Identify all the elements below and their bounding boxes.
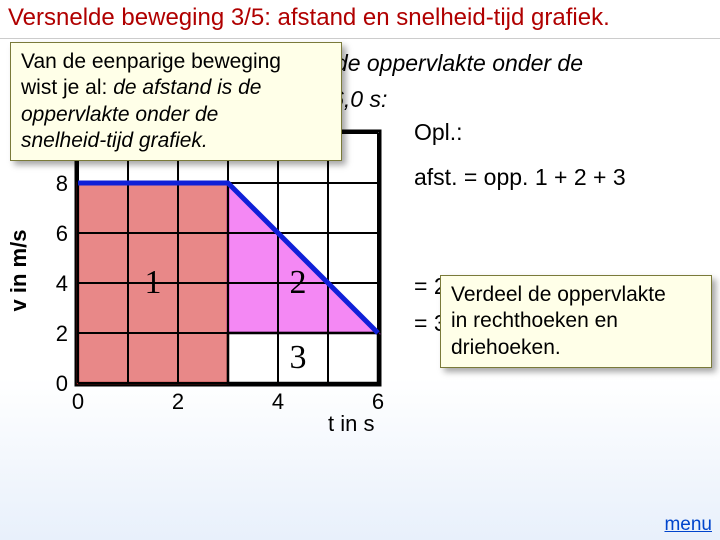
chart-area: 12302468100246t in sv in m/s: [6, 119, 406, 449]
svg-text:2: 2: [172, 389, 184, 414]
tooltip-hint: Verdeel de oppervlakte in rechthoeken en…: [440, 275, 712, 368]
svg-text:1: 1: [145, 264, 162, 301]
svg-text:0: 0: [56, 371, 68, 396]
tooltip2-line3: driehoeken.: [451, 336, 561, 359]
svg-text:4: 4: [272, 389, 284, 414]
svg-text:2: 2: [290, 264, 307, 301]
tooltip2-line2: in rechthoeken en: [451, 309, 618, 332]
solution-heading: Opl.:: [414, 119, 714, 146]
svg-text:4: 4: [56, 271, 68, 296]
solution-step-1: afst. = opp. 1 + 2 + 3: [414, 164, 714, 191]
svg-text:3: 3: [290, 339, 307, 376]
vt-chart: 12302468100246t in sv in m/s: [6, 119, 406, 449]
svg-text:2: 2: [56, 321, 68, 346]
tooltip1-line2a: wist je al:: [21, 76, 113, 99]
slide: Versnelde beweging 3/5: afstand en snelh…: [0, 0, 720, 540]
tooltip-previous-knowledge: Van de eenparige beweging wist je al: de…: [10, 42, 342, 161]
svg-text:6: 6: [56, 221, 68, 246]
tooltip1-line4: snelheid-tijd grafiek.: [21, 129, 208, 152]
svg-text:t in s: t in s: [328, 411, 374, 436]
svg-text:v in m/s: v in m/s: [6, 229, 31, 311]
tooltip1-line1: Van de eenparige beweging: [21, 50, 281, 73]
menu-link[interactable]: menu: [664, 514, 712, 536]
tooltip1-line3: oppervlakte onder de: [21, 103, 218, 126]
svg-text:8: 8: [56, 171, 68, 196]
tooltip1-line2b: de afstand is de: [113, 76, 261, 99]
svg-text:0: 0: [72, 389, 84, 414]
tooltip2-line1: Verdeel de oppervlakte: [451, 283, 666, 306]
slide-title: Versnelde beweging 3/5: afstand en snelh…: [0, 0, 720, 39]
